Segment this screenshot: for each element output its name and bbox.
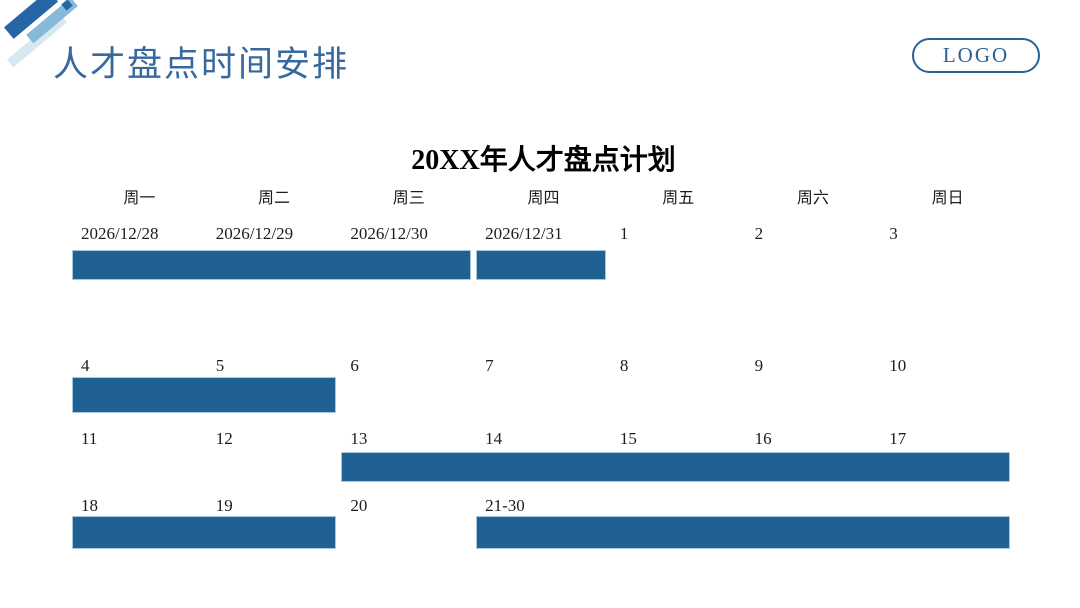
date-label: 18 xyxy=(81,496,98,515)
date-label: 2026/12/30 xyxy=(350,224,428,243)
date-label: 19 xyxy=(215,496,233,515)
schedule-bar xyxy=(476,516,1010,549)
date-label: 1 xyxy=(619,224,629,243)
weekday-header-7: 周日 xyxy=(931,190,964,207)
date-label: 5 xyxy=(215,356,225,375)
date-label: 3 xyxy=(889,224,898,243)
weekday-header-5: 周五 xyxy=(662,190,695,207)
date-label: 4 xyxy=(81,356,90,375)
date-label: 2 xyxy=(754,224,764,243)
date-label: 9 xyxy=(754,356,764,375)
date-label: 21-30 xyxy=(485,496,525,515)
slide-header-title: 人才盘点时间安排 xyxy=(53,45,350,84)
date-label: 8 xyxy=(619,356,629,375)
date-label: 7 xyxy=(485,356,494,375)
chart-title: 20XX年人才盘点计划 xyxy=(411,145,676,176)
date-label: 16 xyxy=(754,429,772,448)
weekday-header-4: 周四 xyxy=(527,190,560,207)
weekday-header-6: 周六 xyxy=(796,190,829,207)
schedule-bar xyxy=(72,516,337,549)
date-label: 17 xyxy=(889,429,907,448)
date-label: 10 xyxy=(889,356,907,375)
date-label: 12 xyxy=(215,429,233,448)
date-label: 14 xyxy=(485,429,503,448)
weekday-header-2: 周二 xyxy=(258,190,291,207)
schedule-bar xyxy=(341,452,1010,482)
date-label: 6 xyxy=(350,356,359,375)
date-label: 15 xyxy=(619,429,637,448)
date-label: 20 xyxy=(350,496,368,515)
date-label: 2026/12/29 xyxy=(215,224,294,243)
logo-text: LOGO xyxy=(942,43,1010,67)
schedule-bar xyxy=(72,250,472,280)
weekday-header-3: 周三 xyxy=(392,190,425,207)
schedule-bar xyxy=(476,250,606,280)
date-label: 2026/12/28 xyxy=(81,224,159,243)
logo-badge: LOGO xyxy=(912,38,1040,73)
schedule-bar xyxy=(72,377,337,413)
weekday-header-1: 周一 xyxy=(123,190,156,207)
date-label: 11 xyxy=(81,429,98,448)
date-label: 2026/12/31 xyxy=(485,224,563,243)
date-label: 13 xyxy=(350,429,368,448)
calendar-gantt-chart: 周一 周二 周三 周四 周五 周六 周日 2026/12/28 2026/12/29 2026/1… xyxy=(72,188,1015,588)
